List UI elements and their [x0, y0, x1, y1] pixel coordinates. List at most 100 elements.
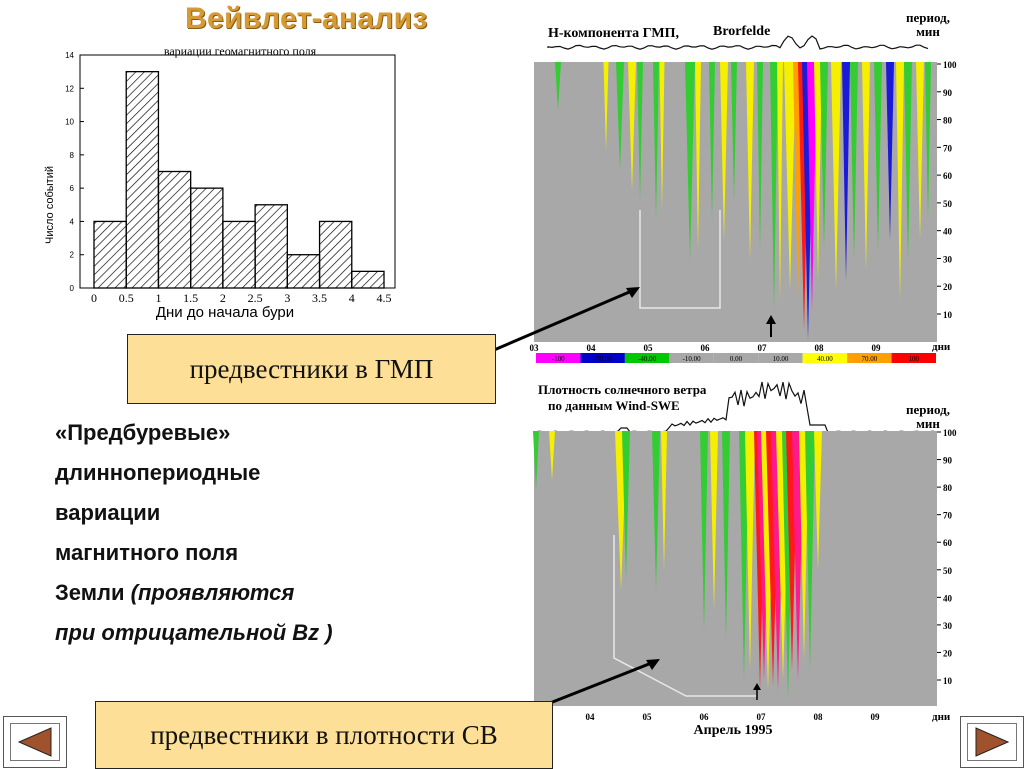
colorbar-label: 10.00 [773, 355, 789, 363]
histogram-x-tick-label: 2.5 [248, 291, 263, 305]
wavelet-stripe [784, 62, 796, 290]
sw-period-label: период, [906, 402, 950, 417]
wavelet-stripe [695, 62, 701, 250]
period-tick-label: 20 [943, 648, 953, 658]
gmp-trace-label: Н-компонента ГМП, [548, 26, 679, 41]
wavelet-stripe [850, 62, 858, 260]
wavelet-stripe [533, 431, 539, 490]
histogram-bar [351, 270, 385, 289]
colorbar-segment [580, 353, 625, 363]
period-tick-label: 80 [943, 483, 953, 493]
gmp-period-label: период, [906, 10, 950, 25]
slide-title: Вейвлет-анализ [185, 2, 428, 35]
gmp-x-unit: дни [932, 341, 951, 353]
next-slide-button[interactable] [960, 716, 1024, 768]
wavelet-stripe [842, 62, 850, 280]
histogram-bar [254, 204, 288, 289]
day-tick-label: 03 [530, 343, 540, 353]
period-tick-label: 70 [943, 511, 953, 521]
wavelet-stripe [745, 431, 755, 670]
period-tick-label: 30 [943, 254, 953, 264]
wavelet-stripe [710, 431, 718, 610]
body-text-line: длиннопериодные [55, 460, 261, 485]
wavelet-stripe [622, 431, 630, 580]
period-tick-label: 20 [943, 282, 953, 292]
gmp-station-label: Brorfelde [713, 24, 770, 39]
colorbar-segment [847, 353, 892, 363]
wavelet-stripe [862, 62, 870, 270]
body-text-line: вариации [55, 500, 161, 525]
histogram-bar [93, 220, 127, 289]
sw-wavelet-panel: Плотность солнечного ветра по данным Win… [533, 381, 957, 738]
day-tick-label: 07 [758, 343, 768, 353]
gmp-period-unit: мин [916, 24, 940, 39]
colorbar-label: -100 [552, 355, 565, 363]
wavelet-stripe [925, 62, 931, 220]
prev-slide-button[interactable] [3, 716, 67, 768]
histogram-bar [318, 220, 353, 289]
histogram-x-label: Дни до начала бури [156, 304, 294, 321]
wavelet-stripe [628, 62, 636, 190]
sw-period-unit: мин [916, 416, 940, 431]
histogram-bar [125, 70, 160, 289]
gmp-storm-arrow [766, 315, 776, 337]
wavelet-stripe [904, 62, 912, 260]
day-tick-label: 09 [872, 343, 882, 353]
body-text-line: магнитного поля [55, 540, 239, 565]
wavelet-stripe [685, 62, 695, 260]
wavelet-stripe [831, 62, 841, 290]
histogram-x-tick-label: 1.5 [183, 291, 198, 305]
histogram-title: вариации геомагнитного поля [164, 44, 317, 58]
colorbar-segment [891, 353, 936, 363]
colorbar-label: -10.00 [683, 355, 702, 363]
colorbar-label: 40.00 [817, 355, 833, 363]
histogram-bar [286, 254, 321, 289]
histogram-x-tick-label: 1 [155, 291, 161, 305]
colorbar-label: 70.00 [861, 355, 877, 363]
wavelet-stripe [653, 62, 659, 220]
wavelet-stripe [805, 431, 815, 670]
day-tick-label: 05 [643, 712, 653, 722]
histogram-x-tick-label: 0.5 [119, 291, 134, 305]
histogram-x-tick-label: 4.5 [377, 291, 392, 305]
histogram-x-tick-label: 0 [91, 291, 97, 305]
triangle-left-icon [17, 727, 52, 757]
histogram-y-tick-label: 4 [70, 217, 75, 226]
gmp-precursor-outline [639, 210, 721, 309]
period-tick-label: 10 [943, 310, 953, 320]
day-tick-label: 08 [815, 343, 825, 353]
period-tick-label: 30 [943, 621, 953, 631]
wavelet-stripe [916, 62, 924, 240]
period-tick-label: 60 [943, 538, 953, 548]
day-tick-label: 09 [871, 712, 881, 722]
sw-trace-label-line2: по данным Wind-SWE [548, 398, 680, 413]
gmp-trace-line [547, 35, 929, 50]
histogram-y-tick-label: 10 [65, 118, 74, 127]
body-text-line: при отрицательной Bz ) [55, 620, 333, 645]
wavelet-stripe [700, 431, 708, 630]
wavelet-stripe [722, 431, 730, 640]
histogram-x-tick-label: 2 [220, 291, 226, 305]
wavelet-stripe [616, 62, 624, 170]
histogram-y-label: Число событий [44, 166, 56, 244]
histogram-chart: вариации геомагнитного поля 024681012140… [44, 44, 396, 321]
colorbar-segment [624, 353, 670, 363]
wavelet-stripe [874, 62, 882, 250]
day-tick-label: 05 [644, 343, 654, 353]
histogram-y-tick-label: 2 [70, 251, 75, 260]
histogram-bar [222, 220, 256, 289]
histogram-y-tick-label: 6 [70, 184, 75, 193]
colorbar-segment [669, 353, 714, 363]
period-tick-label: 50 [943, 199, 953, 209]
histogram-bar [190, 187, 224, 289]
period-tick-label: 40 [943, 227, 953, 237]
histogram-y-tick-label: 12 [65, 84, 74, 93]
colorbar-segment [536, 353, 581, 363]
gmp-precursor-callout: предвестники в ГМП [127, 334, 496, 404]
histogram-bar [157, 170, 192, 289]
wavelet-stripe [814, 62, 822, 280]
histogram-y-tick-label: 8 [70, 151, 75, 160]
colorbar-label: -70.00 [594, 355, 613, 363]
gmp-wavelet-panel: Н-компонента ГМП, Brorfelde период, мин … [530, 10, 957, 363]
wavelet-stripe [603, 62, 609, 150]
